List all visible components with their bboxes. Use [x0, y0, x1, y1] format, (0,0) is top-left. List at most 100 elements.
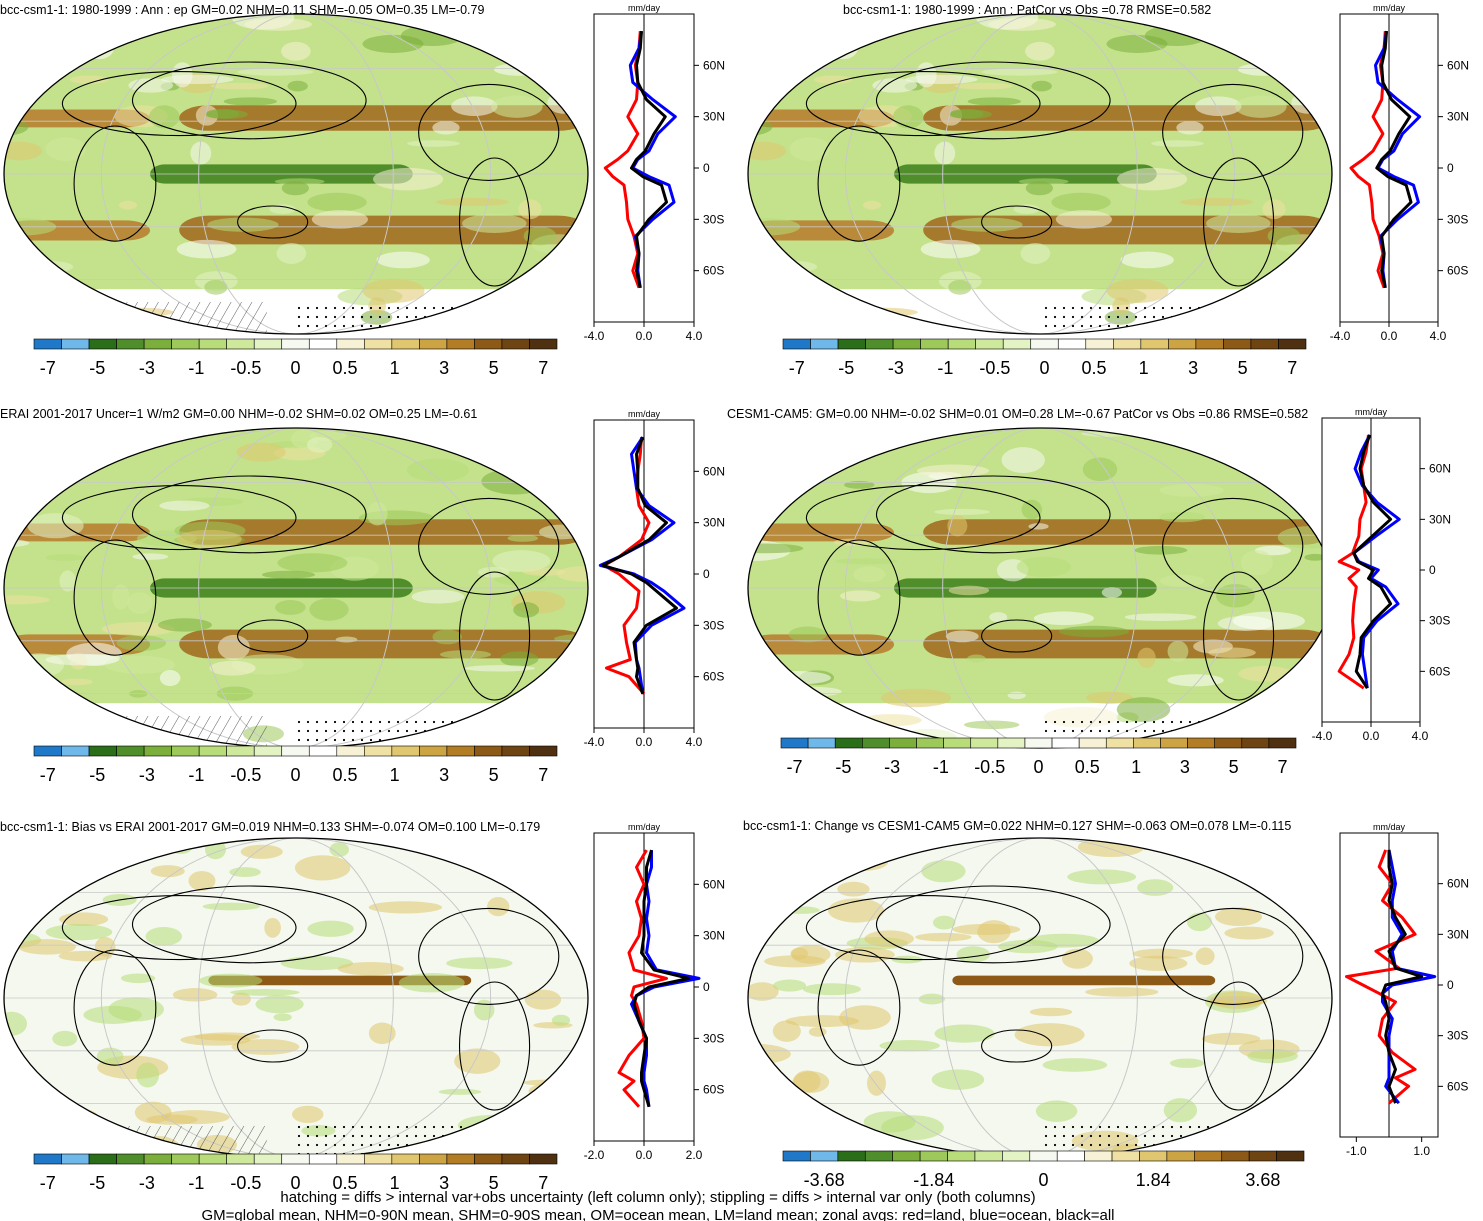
field-blob [223, 97, 277, 106]
field-blob [1021, 499, 1043, 520]
continent-outline [237, 1029, 309, 1063]
colorbar-label: 0 [1038, 1170, 1048, 1190]
field-blob [967, 97, 1021, 106]
field-blob [59, 912, 109, 927]
zonal-plot: mm/day 60N 30N 0 30S 60S -2.0 0.0 2.0 [584, 822, 725, 1162]
field-blob [788, 626, 827, 643]
series-all [1352, 434, 1393, 690]
field-blob [1159, 511, 1206, 523]
field-blob [209, 660, 256, 676]
field-blob [916, 464, 990, 477]
field-blob [199, 973, 263, 988]
colorbar-label: -0.5 [974, 757, 1005, 777]
colorbar-swatch [253, 1153, 283, 1165]
colorbar-swatch [391, 338, 420, 350]
colorbar-swatch [920, 338, 949, 350]
field-blob [748, 38, 774, 50]
colorbar-swatch [33, 745, 62, 757]
field-blob [112, 584, 130, 610]
field-blob [1016, 556, 1071, 578]
colorbar-label: -5 [835, 757, 851, 777]
field-blob [28, 433, 86, 453]
field-blob [172, 988, 218, 1002]
field-blob [1025, 41, 1055, 61]
field-blob [1051, 192, 1111, 212]
field-blob [1001, 447, 1045, 473]
colorbar-swatch [943, 737, 972, 749]
colorbar-swatch [364, 1153, 393, 1165]
dry-band [179, 519, 588, 545]
colorbar-swatch [865, 338, 894, 350]
field-blob [748, 1076, 783, 1102]
field-blob [491, 95, 543, 118]
panel-3: ERAI 2001-2017 Uncer=1 W/m2 GM=0.00 NHM=… [0, 407, 725, 785]
colorbar-swatch [308, 745, 338, 757]
field-blob [311, 210, 368, 229]
field-blob [1167, 640, 1189, 662]
field-blob [802, 983, 861, 996]
colorbar: -7 -5 -3 -1 -0.5 0 0.5 1 3 5 7 [780, 737, 1297, 777]
field-blob [229, 867, 261, 878]
field-blob [989, 612, 1008, 623]
colorbar: -7 -5 -3 -1 -0.5 0 0.5 1 3 5 7 [33, 745, 558, 785]
field-blob [981, 68, 1058, 76]
colorbar-swatch [391, 1153, 420, 1165]
field-blob [1224, 926, 1274, 940]
field-blob [1026, 933, 1100, 948]
colorbar-swatch [171, 338, 200, 350]
field-blob [150, 865, 185, 878]
colorbar-swatch [1078, 737, 1107, 749]
field-blob [539, 715, 588, 734]
field-blob [454, 1048, 501, 1074]
field-blob [1232, 611, 1305, 631]
field-blob [287, 80, 308, 92]
field-blob [205, 108, 240, 119]
field-blob [83, 28, 101, 50]
field-blob [1208, 647, 1256, 658]
continent-outline [73, 539, 157, 656]
colorbar-label: -3.68 [804, 1170, 845, 1190]
field-blob [439, 650, 492, 659]
field-blob [307, 192, 367, 212]
field-blob [918, 993, 946, 1005]
field-blob [177, 529, 242, 549]
map-border [3, 13, 589, 335]
field-blob [127, 592, 153, 614]
stippling [296, 716, 472, 748]
colorbar-swatch [171, 745, 200, 757]
field-blob [37, 1106, 99, 1127]
field-blob [956, 946, 990, 963]
field-blob [1186, 912, 1213, 932]
colorbar-swatch [782, 338, 811, 350]
colorbar-swatch [474, 1153, 503, 1165]
field-blob [551, 1014, 571, 1026]
continent-outline [131, 61, 367, 140]
dry-band [923, 519, 1332, 545]
field-blob [967, 654, 986, 663]
field-blob [764, 955, 826, 968]
colorbar-swatch [1084, 1150, 1113, 1162]
colorbar-swatch [1139, 1150, 1168, 1162]
field-blob [748, 982, 779, 1001]
field-blob [915, 932, 972, 942]
colorbar-label: 1.84 [1136, 1170, 1171, 1190]
field-blob [853, 566, 886, 583]
field-blob [1058, 625, 1130, 638]
x-tick-label: 1.0 [1413, 1144, 1430, 1158]
field-blob [109, 855, 127, 867]
colorbar-swatch [501, 745, 530, 757]
field-blob [368, 901, 443, 914]
colorbar-swatch [529, 1153, 558, 1165]
field-blob [1195, 96, 1242, 117]
field-blob [4, 595, 50, 605]
field-blob [432, 120, 460, 135]
colorbar-label: 1 [390, 1173, 400, 1193]
colorbar-label: 5 [489, 358, 499, 378]
colorbar-label: -3 [139, 1173, 155, 1193]
field-blob [748, 850, 769, 874]
colorbar-swatch [1278, 338, 1307, 350]
colorbar-swatch [1168, 338, 1197, 350]
colorbar-swatch [336, 745, 365, 757]
panel-title: bcc-csm1-1: Change vs CESM1-CAM5 GM=0.02… [743, 819, 1291, 833]
